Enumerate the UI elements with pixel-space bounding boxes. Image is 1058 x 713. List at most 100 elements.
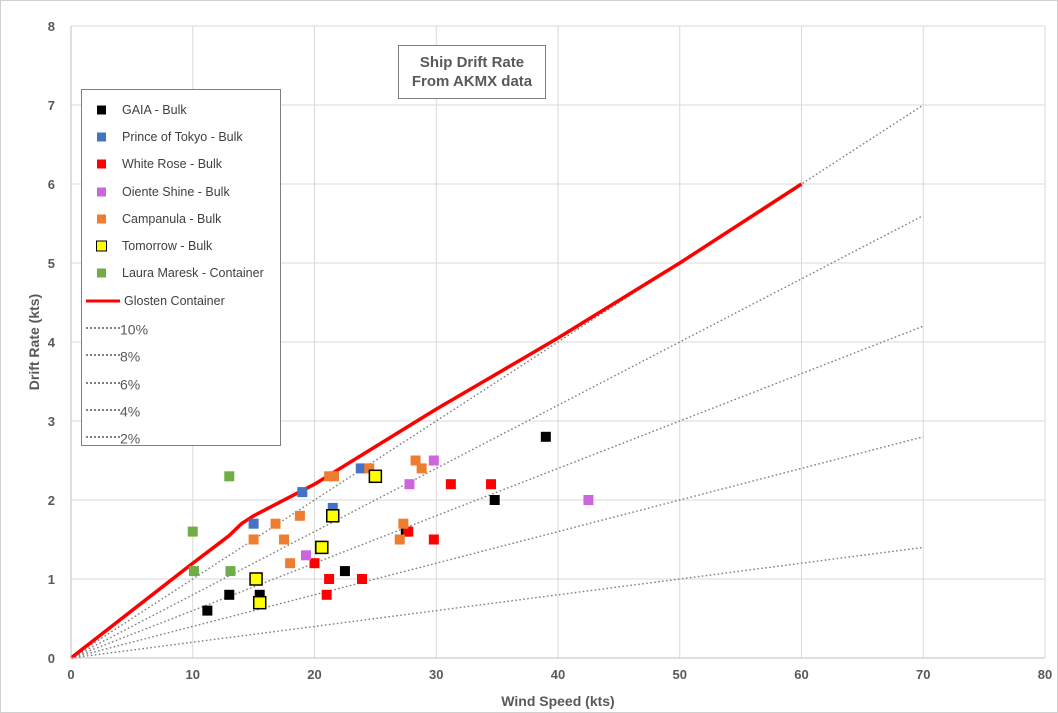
legend-label: 4% — [120, 403, 141, 420]
marker-campanula-bulk — [285, 558, 296, 569]
legend-item-gaia-bulk: GAIA - Bulk — [82, 96, 280, 123]
legend-item-white-rose-bulk: White Rose - Bulk — [82, 151, 280, 178]
legend-label: White Rose - Bulk — [122, 157, 223, 172]
marker-white-rose-bulk — [309, 558, 320, 569]
x-tick-label: 60 — [794, 667, 808, 682]
marker-campanula-bulk — [394, 534, 405, 545]
guide-line-4pct — [70, 436, 924, 659]
legend-swatch — [86, 327, 120, 330]
legend-label: Oiente Shine - Bulk — [122, 184, 230, 199]
marker-oiente-shine-bulk — [428, 455, 439, 466]
markers — [187, 431, 594, 616]
x-tick-label: 10 — [186, 667, 200, 682]
marker-oiente-shine-bulk — [404, 479, 415, 490]
y-tick-label: 7 — [48, 98, 55, 113]
chart-title-box: Ship Drift Rate From AKMX data — [398, 45, 546, 99]
y-tick-label: 0 — [48, 651, 55, 666]
chart-title-line-1: Ship Drift Rate — [419, 54, 525, 71]
legend-item-8pct: 8% — [82, 342, 280, 369]
marker-prince-of-tokyo-bulk — [327, 502, 338, 513]
marker-laura-maresk-container — [224, 471, 235, 482]
marker-prince-of-tokyo-bulk — [297, 487, 308, 498]
legend-swatch — [86, 381, 120, 384]
legend-swatch — [96, 240, 107, 252]
legend-label: Prince of Tokyo - Bulk — [122, 129, 243, 144]
marker-oiente-shine-bulk — [583, 495, 594, 505]
marker-prince-of-tokyo-bulk — [355, 463, 366, 474]
marker-laura-maresk-container — [225, 566, 236, 577]
marker-campanula-bulk — [279, 534, 290, 545]
legend-swatch — [97, 105, 106, 115]
marker-campanula-bulk — [410, 455, 421, 466]
chart-title-line-2: From AKMX data — [411, 73, 533, 90]
guide-lines — [70, 104, 924, 659]
marker-white-rose-bulk — [445, 479, 456, 490]
legend-label: Laura Maresk - Container — [122, 266, 264, 281]
marker-white-rose-bulk — [324, 574, 335, 584]
legend-swatch — [97, 159, 106, 169]
legend-swatch — [97, 214, 106, 224]
legend-item-prince-of-tokyo-bulk: Prince of Tokyo - Bulk — [82, 123, 280, 150]
x-tick-labels: 0 10 20 30 40 50 60 70 80 — [67, 667, 1052, 682]
marker-laura-maresk-container — [188, 566, 199, 577]
series-line-glosten-container — [69, 182, 803, 660]
y-tick-label: 6 — [48, 177, 55, 192]
marker-campanula-bulk — [328, 471, 339, 482]
y-tick-label: 3 — [48, 414, 55, 429]
legend-label: 8% — [120, 348, 141, 365]
legend-label: 2% — [120, 430, 141, 447]
legend-swatch — [86, 436, 120, 439]
marker-campanula-bulk — [270, 518, 281, 529]
legend-item-laura-maresk-container: Laura Maresk - Container — [82, 260, 280, 287]
marker-campanula-bulk — [398, 518, 409, 529]
marker-gaia-bulk — [254, 589, 265, 600]
legend-item-oiente-shine-bulk: Oiente Shine - Bulk — [82, 178, 280, 205]
y-tick-label: 2 — [48, 493, 55, 508]
y-tick-label: 8 — [48, 19, 55, 34]
legend: GAIA - Bulk Prince of Tokyo - Bulk White R… — [81, 89, 281, 446]
guide-line-6pct — [70, 325, 924, 659]
marker-white-rose-bulk — [356, 574, 367, 584]
marker-campanula-bulk — [364, 463, 375, 474]
marker-white-rose-bulk — [321, 589, 332, 600]
legend-swatch — [86, 354, 120, 357]
marker-white-rose-bulk — [486, 479, 497, 490]
marker-tomorrow-bulk — [249, 572, 263, 586]
legend-label: GAIA - Bulk — [122, 102, 187, 117]
marker-gaia-bulk — [339, 566, 350, 577]
legend-swatch — [97, 268, 106, 278]
legend-label: 6% — [120, 375, 141, 392]
legend-item-campanula-bulk: Campanula - Bulk — [82, 205, 280, 232]
x-tick-label: 30 — [429, 667, 443, 682]
marker-laura-maresk-container — [187, 526, 198, 537]
marker-white-rose-bulk — [428, 534, 439, 545]
y-tick-label: 1 — [48, 572, 55, 587]
marker-oiente-shine-bulk — [300, 550, 311, 561]
legend-item-2pct: 2% — [82, 424, 280, 451]
legend-swatch — [97, 187, 106, 197]
marker-tomorrow-bulk — [252, 595, 267, 610]
guide-line-10pct — [70, 104, 924, 659]
marker-tomorrow-bulk — [315, 540, 329, 555]
legend-item-glosten-container: Glosten Container — [82, 287, 280, 314]
x-tick-label: 40 — [551, 667, 565, 682]
marker-tomorrow-bulk — [326, 509, 340, 523]
x-tick-label: 70 — [916, 667, 930, 682]
x-tick-label: 0 — [67, 667, 74, 682]
marker-tomorrow-bulk — [368, 469, 383, 484]
y-axis-title: Drift Rate (kts) — [26, 294, 42, 390]
guide-line-8pct — [70, 214, 924, 659]
legend-item-tomorrow-bulk: Tomorrow - Bulk — [82, 232, 280, 259]
x-tick-label: 20 — [307, 667, 321, 682]
y-tick-labels: 0 1 2 3 4 5 6 7 8 — [48, 19, 56, 666]
marker-campanula-bulk — [248, 534, 259, 545]
guide-line-2pct — [70, 546, 924, 659]
legend-swatch — [86, 408, 120, 411]
y-tick-label: 4 — [48, 335, 56, 350]
marker-gaia-bulk — [202, 605, 213, 616]
legend-swatch — [97, 132, 106, 142]
marker-gaia-bulk — [489, 495, 500, 505]
legend-item-4pct: 4% — [82, 396, 280, 423]
marker-gaia-bulk — [224, 589, 235, 600]
